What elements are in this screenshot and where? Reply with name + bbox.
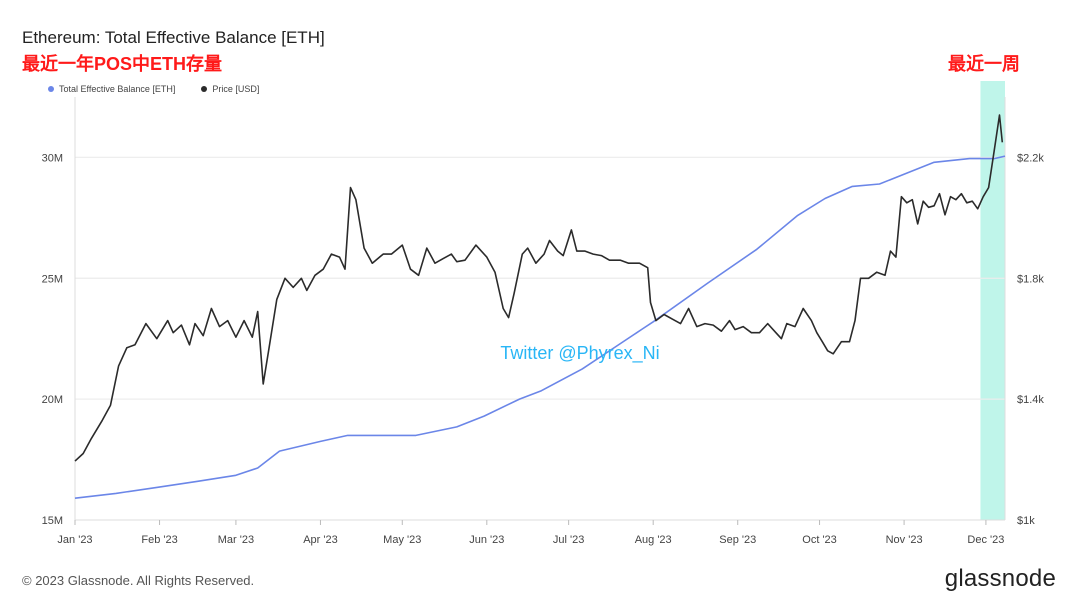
x-tick-label: Jul '23	[553, 534, 584, 546]
watermark-text: Twitter @Phyrex_Ni	[500, 343, 659, 364]
series-line-price	[74, 114, 1004, 462]
legend-label-balance: Total Effective Balance [ETH]	[59, 84, 176, 94]
x-tick-label: May '23	[383, 534, 421, 546]
x-tick-label: Apr '23	[303, 534, 338, 546]
highlight-annotation: 最近一周	[948, 54, 1020, 74]
x-tick-label: Dec '23	[967, 534, 1004, 546]
y-right-tick-label: $2.2k	[1017, 152, 1044, 164]
legend-item-balance[interactable]: Total Effective Balance [ETH]	[48, 84, 175, 94]
y-right-tick-label: $1.8k	[1017, 273, 1044, 285]
legend-swatch-balance	[48, 86, 54, 92]
x-tick-label: Oct '23	[802, 534, 837, 546]
x-tick-label: Feb '23	[141, 534, 177, 546]
chart-subtitle: 最近一年POS中ETH存量	[22, 54, 223, 74]
x-tick-label: Sep '23	[719, 534, 756, 546]
legend-swatch-price	[201, 86, 208, 92]
x-tick-label: Jun '23	[469, 534, 504, 546]
y-left-tick-label: 25M	[42, 273, 63, 285]
y-left-tick-label: 15M	[42, 515, 63, 527]
legend-label-price: Price [USD]	[212, 84, 260, 94]
y-right-tick-label: $1.4k	[1017, 394, 1044, 406]
y-right-tick-label: $1k	[1017, 515, 1035, 527]
glassnode-logo: glassnode	[944, 565, 1056, 592]
x-tick-label: Jan '23	[57, 534, 92, 546]
legend-item-price[interactable]: Price [USD]	[201, 84, 259, 94]
legend: Total Effective Balance [ETH] Price [USD…	[48, 84, 259, 94]
chart-title: Ethereum: Total Effective Balance [ETH]	[22, 28, 325, 47]
x-tick-label: Mar '23	[218, 534, 254, 546]
x-tick-label: Nov '23	[886, 534, 923, 546]
y-left-tick-label: 20M	[42, 394, 63, 406]
y-left-tick-label: 30M	[42, 152, 63, 164]
x-tick-label: Aug '23	[635, 534, 672, 546]
highlight-band	[980, 81, 1005, 520]
series-line-balance	[74, 155, 1006, 499]
copyright-notice: © 2023 Glassnode. All Rights Reserved.	[22, 573, 255, 588]
